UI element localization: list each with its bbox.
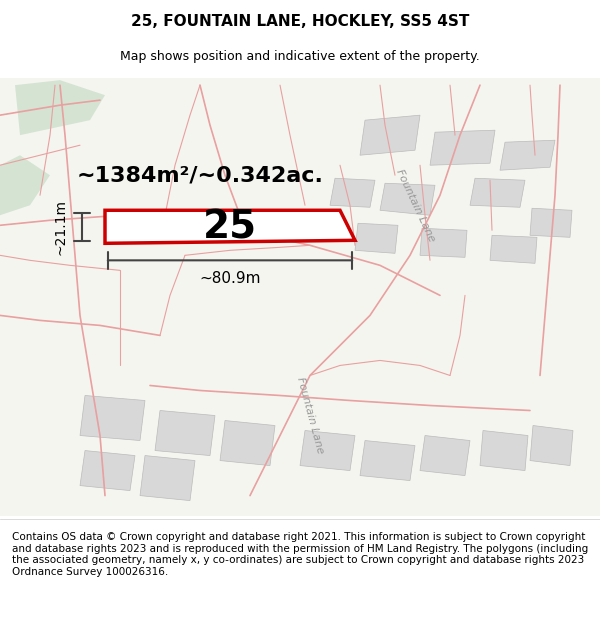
Polygon shape [420, 436, 470, 476]
Text: Map shows position and indicative extent of the property.: Map shows position and indicative extent… [120, 50, 480, 62]
Polygon shape [80, 396, 145, 441]
Polygon shape [500, 140, 555, 170]
Text: 25, FOUNTAIN LANE, HOCKLEY, SS5 4ST: 25, FOUNTAIN LANE, HOCKLEY, SS5 4ST [131, 14, 469, 29]
Text: Contains OS data © Crown copyright and database right 2021. This information is : Contains OS data © Crown copyright and d… [12, 532, 588, 577]
Text: ~21.1m: ~21.1m [53, 199, 67, 255]
Polygon shape [380, 183, 435, 215]
Text: Fountain Lane: Fountain Lane [394, 168, 436, 243]
Polygon shape [430, 130, 495, 165]
Text: ~80.9m: ~80.9m [199, 271, 261, 286]
Text: 25: 25 [203, 208, 257, 246]
Polygon shape [0, 155, 50, 215]
Polygon shape [480, 431, 528, 471]
Polygon shape [300, 431, 355, 471]
Polygon shape [220, 421, 275, 466]
Polygon shape [470, 178, 525, 208]
Polygon shape [360, 441, 415, 481]
Polygon shape [330, 178, 375, 208]
Polygon shape [420, 228, 467, 258]
Polygon shape [490, 235, 537, 263]
Polygon shape [530, 208, 572, 238]
Polygon shape [140, 456, 195, 501]
Text: ~1384m²/~0.342ac.: ~1384m²/~0.342ac. [77, 165, 323, 185]
Polygon shape [15, 80, 105, 135]
Polygon shape [155, 411, 215, 456]
Polygon shape [355, 223, 398, 253]
Polygon shape [105, 210, 355, 243]
Text: Fountain Lane: Fountain Lane [295, 376, 325, 455]
Polygon shape [530, 426, 573, 466]
Polygon shape [360, 115, 420, 155]
Polygon shape [80, 451, 135, 491]
